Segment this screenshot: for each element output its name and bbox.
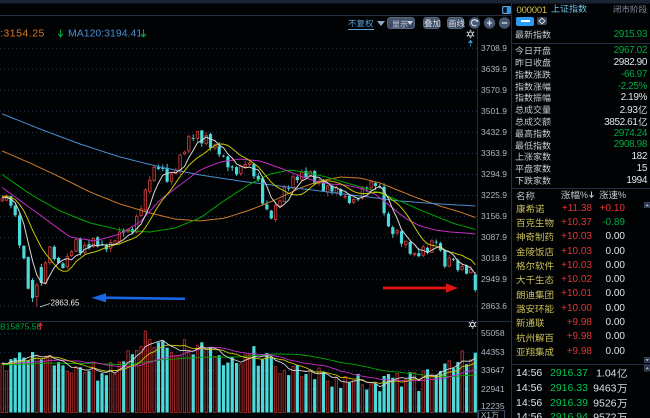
svg-text:B15875.58: B15875.58	[0, 322, 41, 332]
svg-text:2863.65: 2863.65	[51, 299, 80, 308]
svg-text:MA120:3194.41: MA120:3194.41	[68, 28, 142, 40]
svg-text::3154.25: :3154.25	[0, 28, 45, 40]
